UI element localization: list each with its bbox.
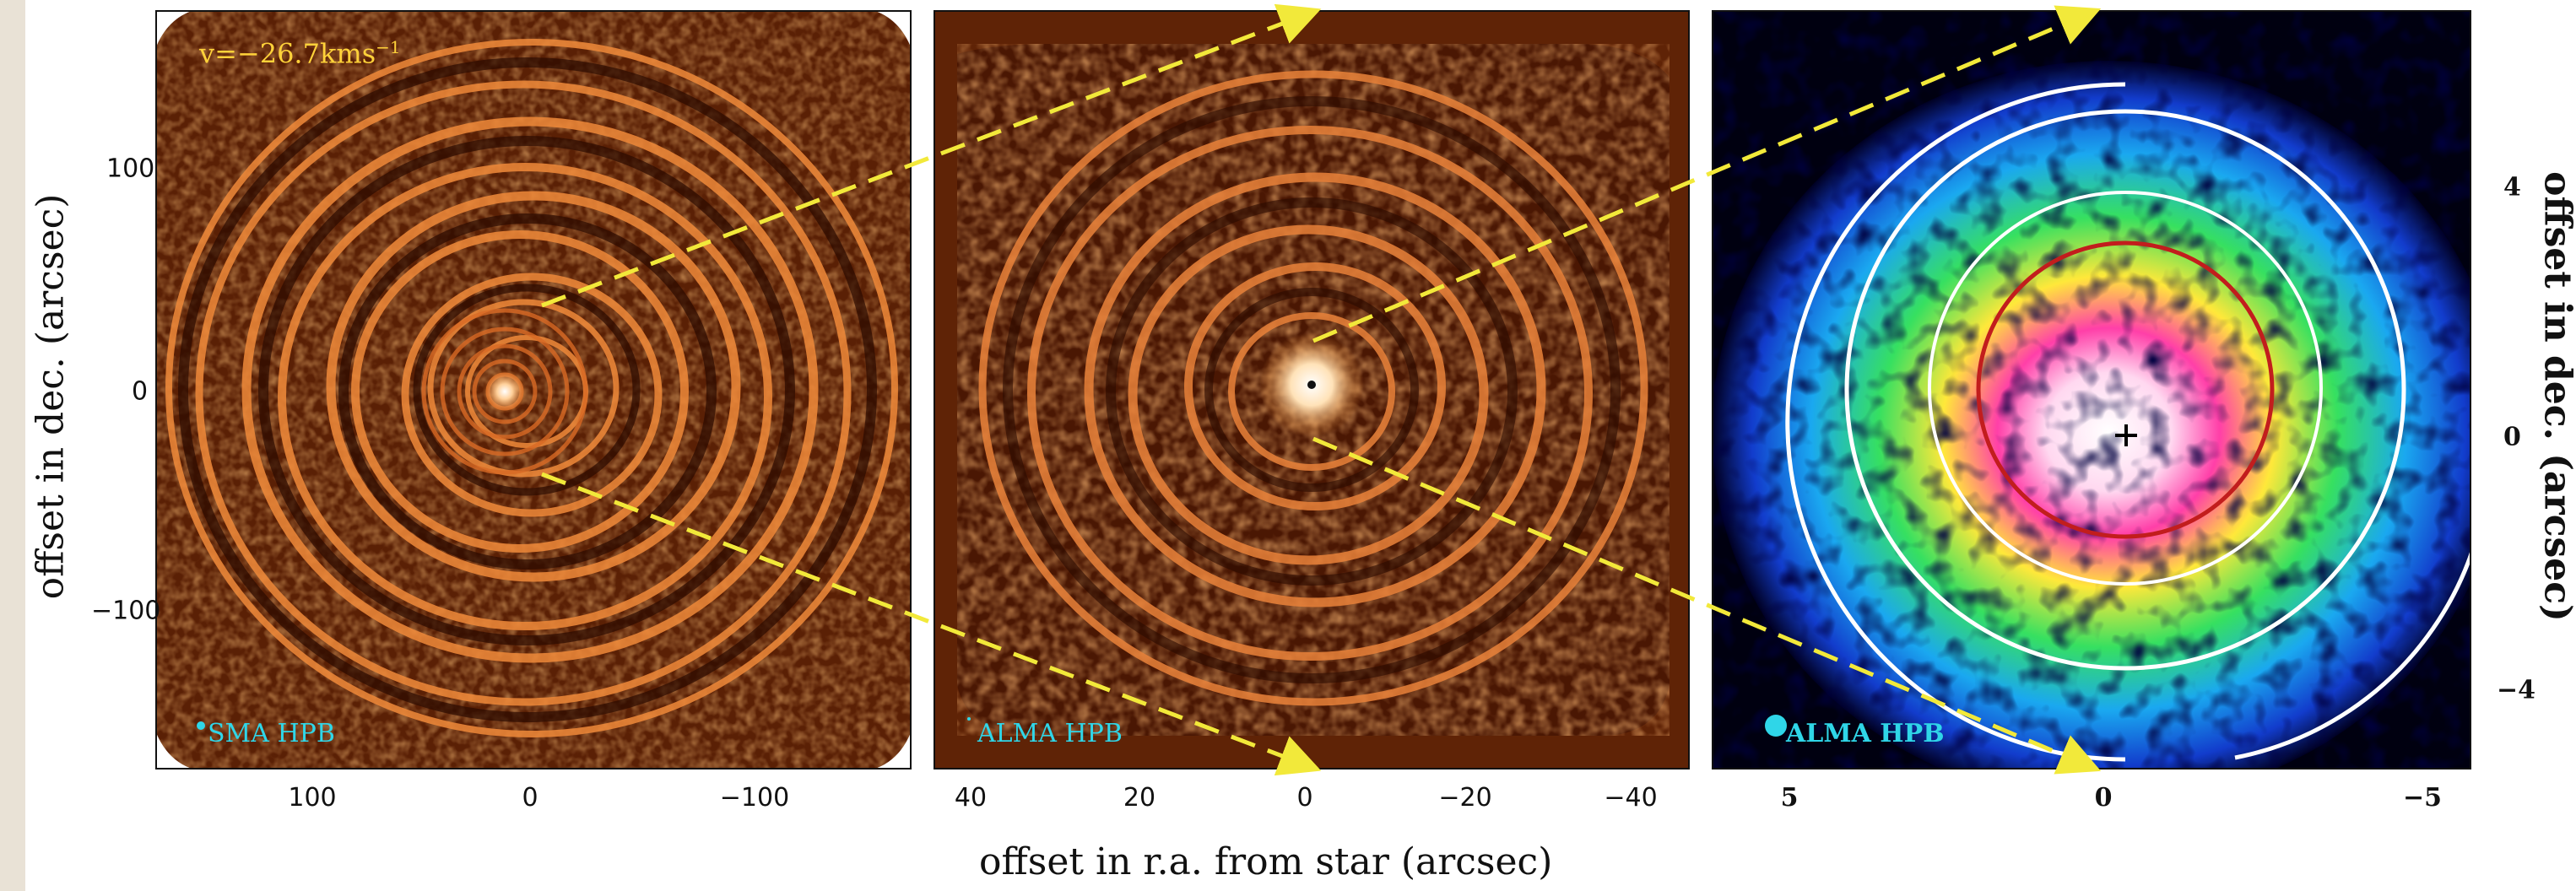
slide-edge	[0, 0, 25, 891]
sma-beam-label: SMA HPB	[208, 719, 335, 748]
x-tick: 0	[1296, 783, 1313, 813]
x-tick: 0	[522, 783, 538, 813]
x-tick: −20	[1438, 783, 1492, 813]
y-tick: 0	[132, 376, 149, 407]
y-tick: −4	[2497, 675, 2536, 705]
y-tick: 100	[106, 154, 155, 184]
y-tick: −100	[91, 596, 161, 626]
beam-marker	[1765, 715, 1787, 737]
x-tick: −40	[1604, 783, 1658, 813]
alma-beam-label: ALMA HPB	[977, 719, 1123, 748]
y-tick: 4	[2503, 172, 2521, 202]
y-tick: 0	[2503, 422, 2521, 452]
x-tick: 5	[1780, 783, 1799, 813]
x-tick: 100	[288, 783, 337, 813]
alma-channel-map	[934, 10, 1690, 770]
alma-zoom-beam-label: ALMA HPB	[1786, 719, 1945, 748]
beam-marker	[197, 721, 205, 730]
sma-map-image	[155, 10, 912, 770]
velocity-label: v=−26.7kms−1	[199, 37, 401, 70]
x-tick: 20	[1123, 783, 1156, 813]
alma-map-image	[934, 10, 1690, 770]
x-tick: −100	[719, 783, 790, 813]
sma-channel-map	[155, 10, 912, 770]
beam-marker	[967, 717, 971, 721]
x-tick: −5	[2402, 783, 2443, 813]
x-tick: 40	[954, 783, 988, 813]
y-axis-title-right: offset in dec. (arcsec)	[2535, 171, 2576, 622]
x-tick: 0	[2094, 783, 2113, 813]
x-axis-title: offset in r.a. from star (arcsec)	[979, 840, 1553, 883]
y-axis-title-left: offset in dec. (arcsec)	[29, 193, 73, 600]
alma-zoom-map	[1712, 10, 2471, 770]
alma-zoom-image	[1712, 10, 2471, 770]
